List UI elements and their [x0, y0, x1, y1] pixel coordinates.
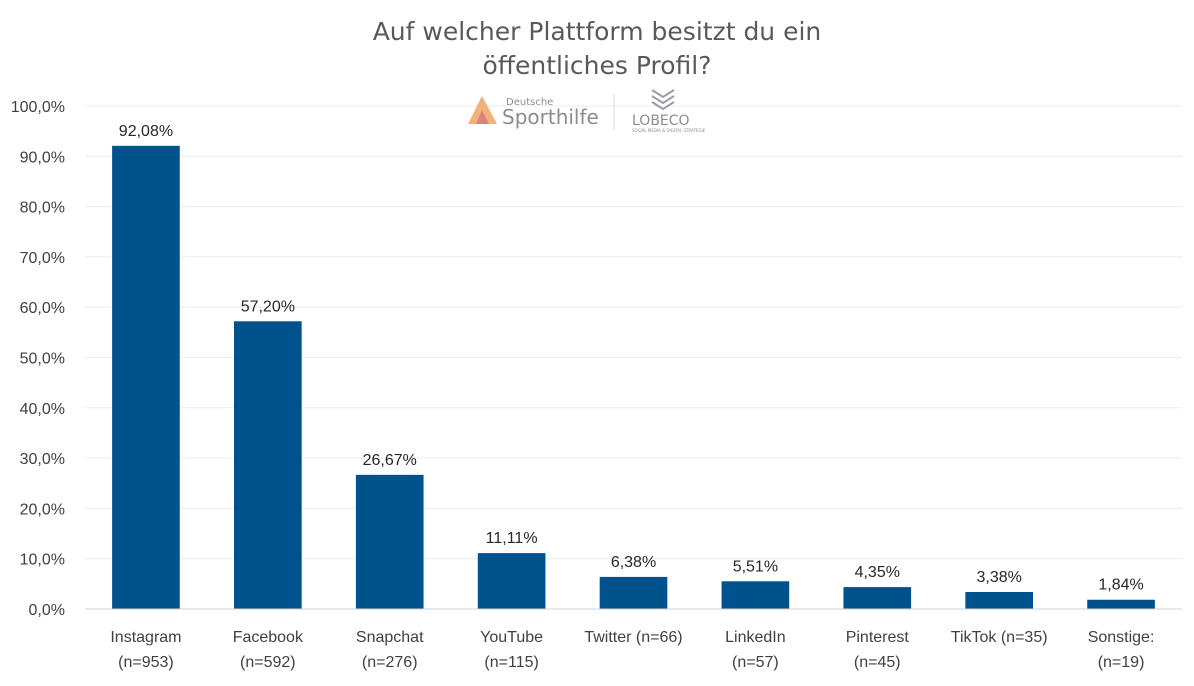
category-label: LinkedIn: [725, 629, 786, 646]
category-label: (n=45): [854, 654, 901, 671]
sporthilfe-logo-text: Sporthilfe: [502, 105, 599, 129]
data-label: 4,35%: [855, 564, 900, 581]
y-tick-label: 40,0%: [20, 401, 65, 418]
bar: [721, 581, 790, 609]
category-label: Instagram: [110, 629, 181, 646]
data-label: 5,51%: [733, 558, 778, 575]
data-label: 6,38%: [611, 554, 656, 571]
data-label: 11,11%: [486, 530, 538, 547]
data-label: 1,84%: [1098, 577, 1143, 594]
y-tick-label: 0,0%: [29, 602, 65, 619]
category-label: (n=57): [732, 654, 779, 671]
watermark-logos: Deutsche Sporthilfe LOBECO SOCIAL MEDIA …: [468, 89, 706, 133]
sporthilfe-logo-mark: [468, 96, 497, 124]
category-label: Pinterest: [846, 629, 910, 646]
bar: [234, 321, 302, 609]
y-tick-label: 90,0%: [20, 149, 65, 166]
bar: [843, 587, 912, 609]
bar: [599, 576, 668, 609]
y-tick-label: 100,0%: [11, 99, 65, 116]
bar: [965, 591, 1033, 609]
category-label: (n=592): [240, 654, 296, 671]
chart-title-line-2: öffentliches Profil?: [482, 51, 711, 80]
data-label: 57,20%: [241, 298, 295, 315]
bar: [112, 145, 180, 610]
category-label: (n=276): [362, 654, 418, 671]
category-label: TikTok (n=35): [951, 629, 1048, 646]
data-label: 92,08%: [119, 123, 173, 140]
data-labels: 92,08% 57,20% 26,67% 11,11% 6,38% 5,51% 4,35% 3…: [119, 123, 1144, 594]
y-tick-label: 70,0%: [20, 250, 65, 267]
data-label: 3,38%: [976, 569, 1021, 586]
lobeco-logo-subtext: SOCIAL MEDIA & DIGITAL STRATEGIE: [632, 128, 706, 133]
chart-title: Auf welcher Plattform besitzt du ein öffe…: [373, 17, 822, 80]
category-label: (n=19): [1098, 654, 1145, 671]
category-label: YouTube: [480, 629, 543, 646]
bar: [1087, 599, 1155, 609]
y-tick-label: 10,0%: [20, 552, 65, 569]
y-tick-label: 60,0%: [20, 300, 65, 317]
category-label: Twitter (n=66): [584, 629, 682, 646]
sporthilfe-logo-mark-inner: [476, 110, 489, 124]
lobeco-logo: LOBECO SOCIAL MEDIA & DIGITAL STRATEGIE: [632, 89, 706, 133]
bars: [112, 145, 1155, 610]
y-tick-label: 80,0%: [20, 200, 65, 217]
sporthilfe-logo-small-text: Deutsche: [506, 97, 553, 108]
y-tick-label: 20,0%: [20, 501, 65, 518]
bar: [355, 474, 424, 609]
lobeco-logo-text: LOBECO: [632, 113, 690, 129]
chart-title-line-1: Auf welcher Plattform besitzt du ein: [373, 17, 822, 46]
x-axis-categories: Instagram (n=953) Facebook (n=592) Snapchat (…: [110, 629, 1154, 671]
lobeco-chevron-icon-3: [651, 101, 675, 111]
lobeco-chevron-icon-2: [651, 95, 675, 105]
category-label: (n=115): [484, 654, 538, 671]
category-label: Facebook: [233, 629, 304, 646]
y-tick-label: 50,0%: [20, 351, 65, 368]
y-axis-ticks: 0,0% 10,0% 20,0% 30,0% 40,0% 50,0% 60,0% 70,0% 8…: [11, 99, 65, 619]
bar: [477, 553, 546, 609]
sporthilfe-logo: Deutsche Sporthilfe: [468, 96, 599, 129]
category-label: (n=953): [118, 654, 174, 671]
data-label: 26,67%: [363, 452, 417, 469]
lobeco-chevron-icon: [651, 89, 675, 99]
category-label: Snapchat: [356, 629, 424, 646]
y-tick-label: 30,0%: [20, 451, 65, 468]
category-label: Sonstige:: [1088, 629, 1155, 646]
